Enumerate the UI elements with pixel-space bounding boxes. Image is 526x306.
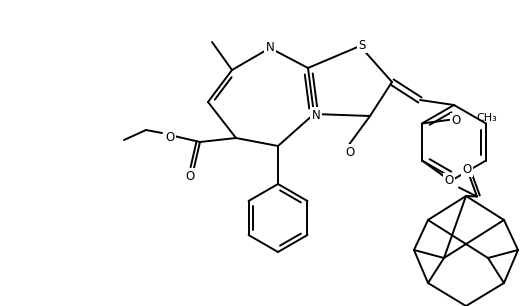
- Text: O: O: [451, 114, 461, 127]
- Text: O: O: [462, 163, 472, 176]
- Text: N: N: [266, 40, 275, 54]
- Text: O: O: [185, 170, 195, 182]
- Text: S: S: [358, 39, 366, 51]
- Text: O: O: [444, 174, 453, 187]
- Text: O: O: [346, 145, 355, 159]
- Text: N: N: [311, 109, 320, 121]
- Text: O: O: [165, 130, 175, 144]
- Text: CH₃: CH₃: [476, 113, 497, 122]
